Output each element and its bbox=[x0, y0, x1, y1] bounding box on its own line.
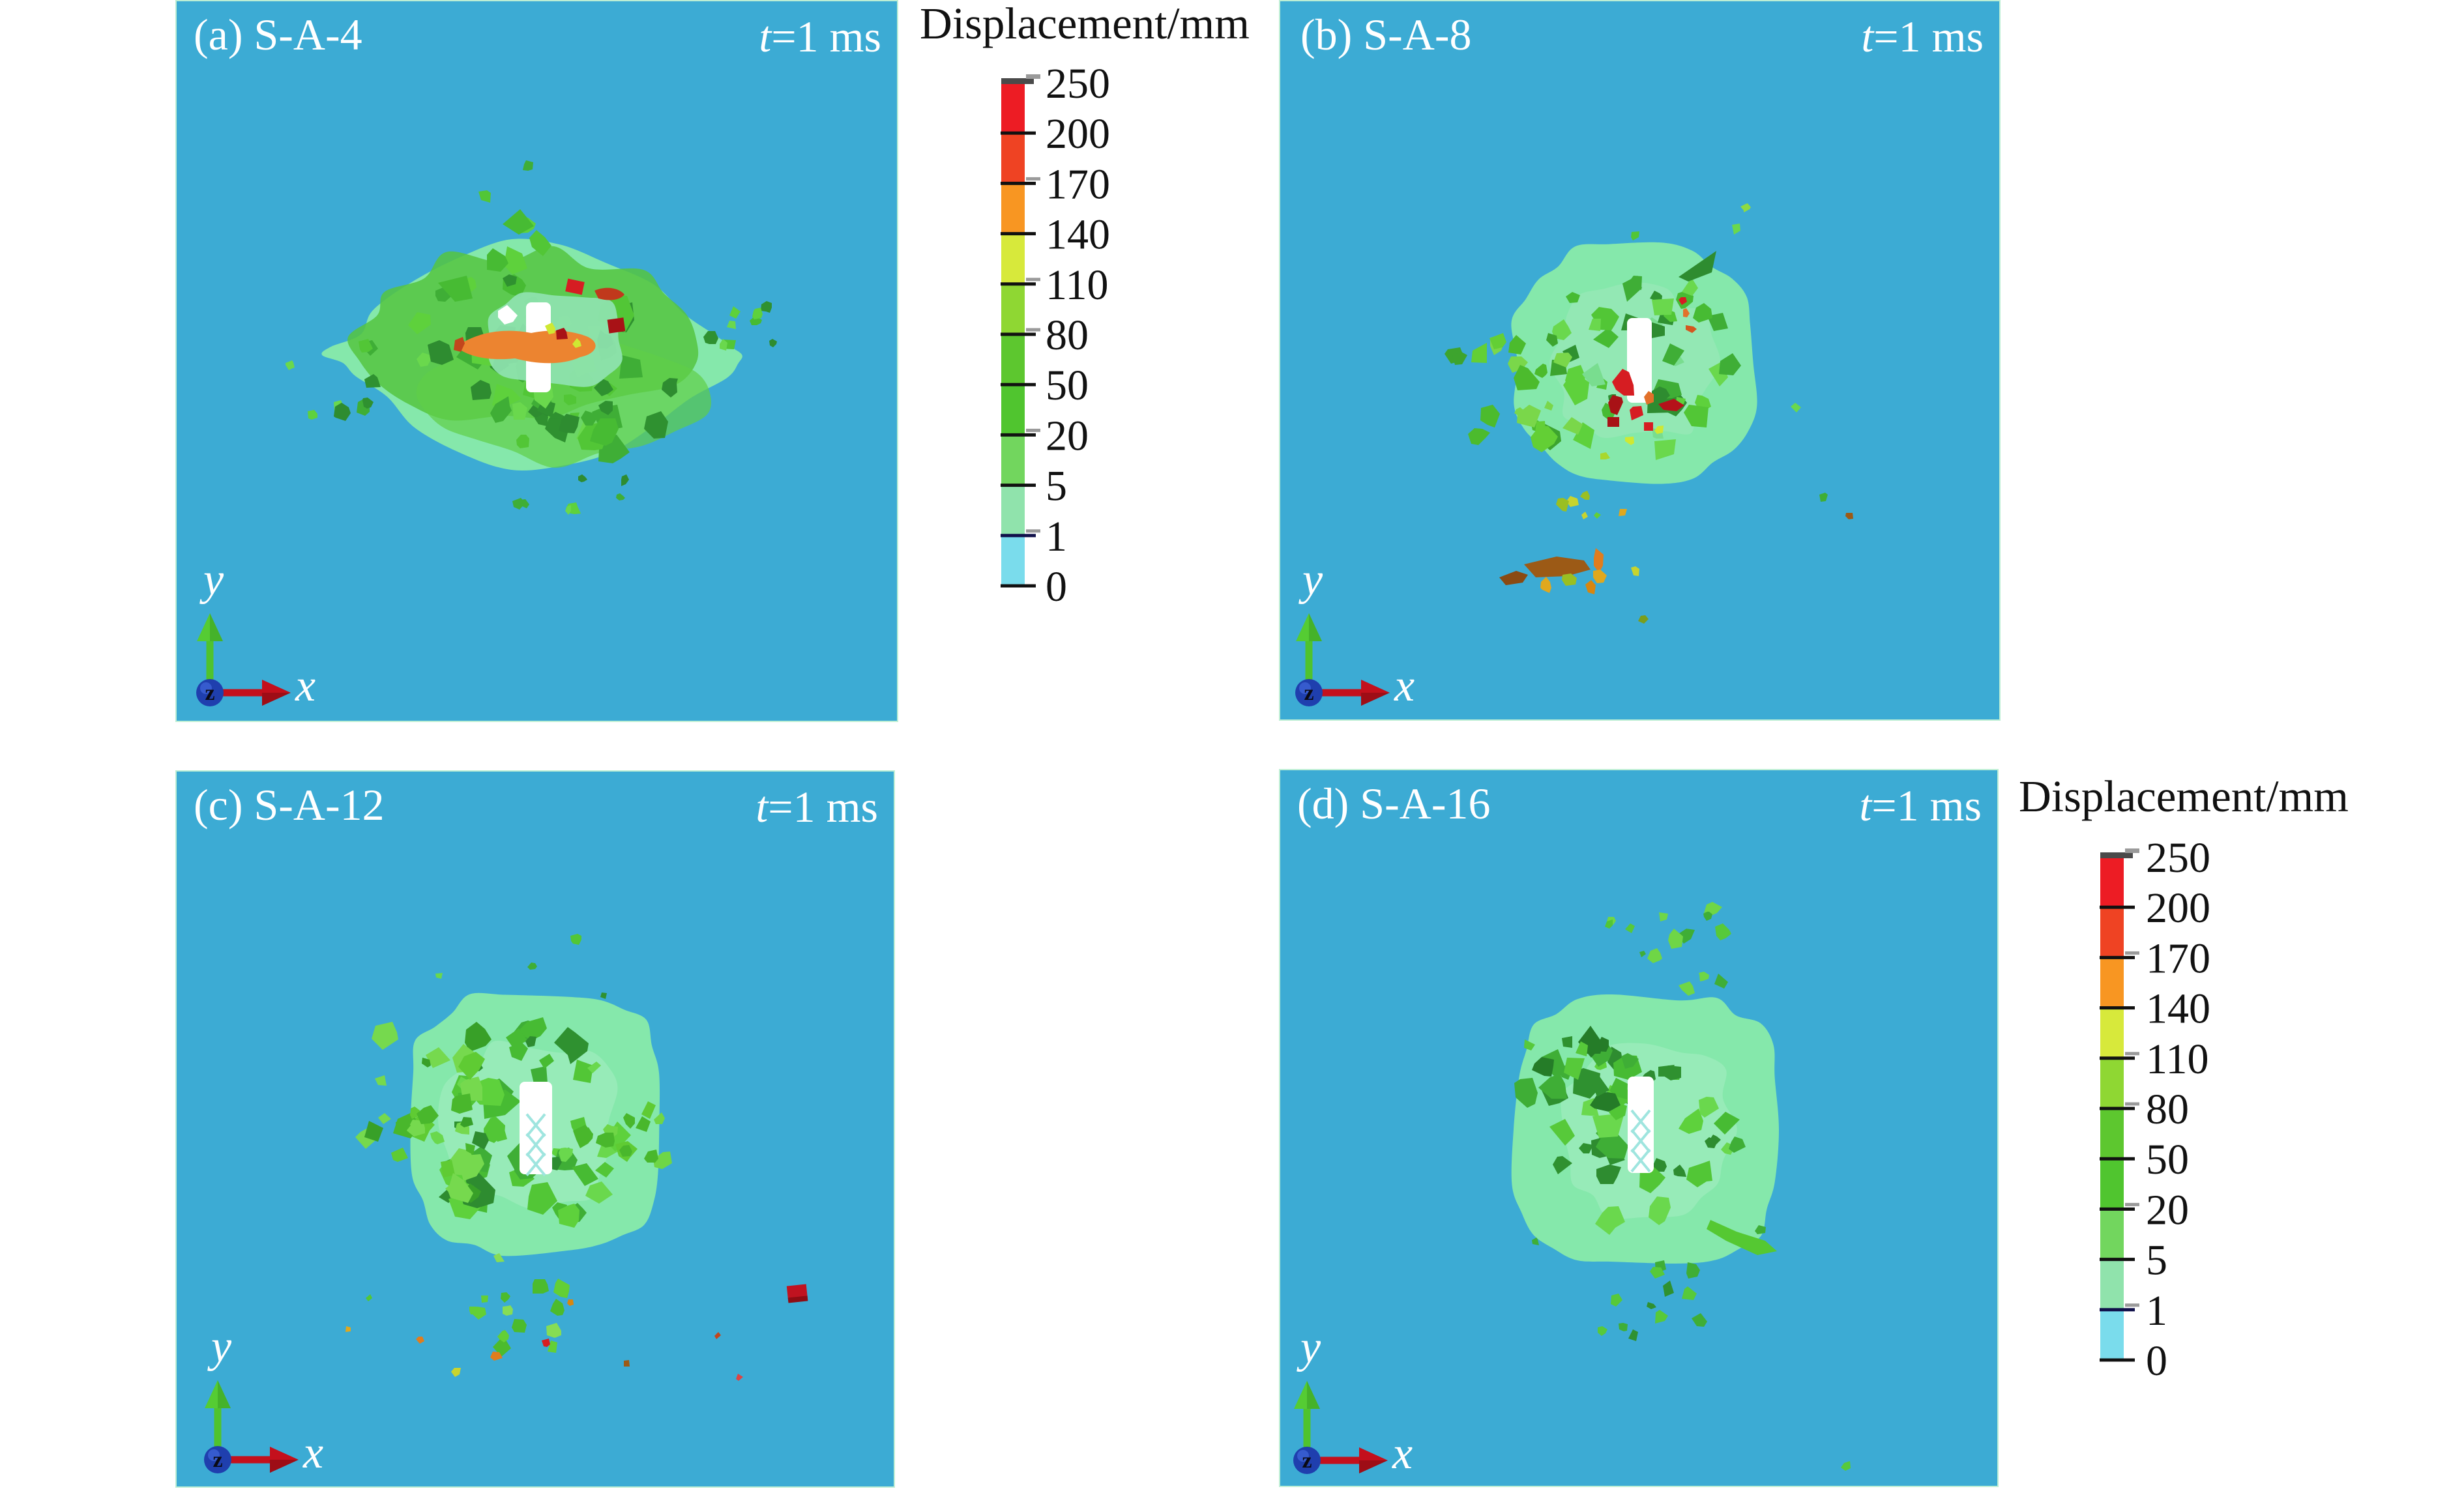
svg-text:t=1 ms: t=1 ms bbox=[755, 782, 878, 832]
svg-text:z: z bbox=[1304, 681, 1313, 705]
svg-text:110: 110 bbox=[2146, 1035, 2209, 1083]
svg-text:20: 20 bbox=[2146, 1186, 2189, 1234]
svg-text:y: y bbox=[1297, 1322, 1321, 1372]
svg-text:(a) S-A-4: (a) S-A-4 bbox=[194, 10, 362, 59]
svg-text:(c) S-A-12: (c) S-A-12 bbox=[194, 780, 385, 830]
svg-text:1: 1 bbox=[1046, 513, 1067, 560]
svg-text:z: z bbox=[1302, 1449, 1312, 1473]
svg-text:1: 1 bbox=[2146, 1287, 2167, 1335]
svg-text:170: 170 bbox=[1046, 160, 1110, 208]
svg-text:Displacement/mm: Displacement/mm bbox=[920, 0, 1250, 48]
svg-text:140: 140 bbox=[1046, 211, 1110, 259]
svg-text:(d) S-A-16: (d) S-A-16 bbox=[1297, 779, 1491, 828]
svg-text:t=1 ms: t=1 ms bbox=[1861, 12, 1984, 61]
svg-text:250: 250 bbox=[1046, 60, 1110, 108]
svg-text:140: 140 bbox=[2146, 985, 2210, 1033]
svg-text:x: x bbox=[302, 1428, 323, 1478]
svg-text:z: z bbox=[205, 681, 214, 705]
svg-text:50: 50 bbox=[1046, 362, 1089, 409]
svg-text:80: 80 bbox=[2146, 1086, 2189, 1133]
svg-text:(b) S-A-8: (b) S-A-8 bbox=[1300, 10, 1472, 59]
svg-text:20: 20 bbox=[1046, 412, 1089, 459]
svg-text:x: x bbox=[295, 661, 315, 711]
svg-text:110: 110 bbox=[1046, 261, 1109, 309]
svg-text:5: 5 bbox=[2146, 1237, 2167, 1284]
svg-text:y: y bbox=[1298, 555, 1323, 605]
svg-text:200: 200 bbox=[1046, 110, 1110, 158]
svg-text:5: 5 bbox=[1046, 463, 1067, 510]
svg-text:y: y bbox=[207, 1322, 232, 1372]
svg-text:t=1 ms: t=1 ms bbox=[1859, 781, 1982, 830]
svg-text:z: z bbox=[213, 1448, 222, 1472]
svg-text:y: y bbox=[199, 555, 224, 605]
svg-text:0: 0 bbox=[1046, 563, 1067, 611]
svg-text:0: 0 bbox=[2146, 1337, 2167, 1385]
svg-text:250: 250 bbox=[2146, 834, 2210, 882]
svg-text:80: 80 bbox=[1046, 311, 1089, 359]
svg-text:t=1 ms: t=1 ms bbox=[759, 12, 881, 61]
svg-text:50: 50 bbox=[2146, 1136, 2189, 1183]
svg-text:x: x bbox=[1392, 1428, 1413, 1479]
svg-text:x: x bbox=[1394, 661, 1415, 711]
svg-text:200: 200 bbox=[2146, 884, 2210, 932]
svg-text:170: 170 bbox=[2146, 934, 2210, 982]
svg-text:Displacement/mm: Displacement/mm bbox=[2019, 772, 2349, 821]
